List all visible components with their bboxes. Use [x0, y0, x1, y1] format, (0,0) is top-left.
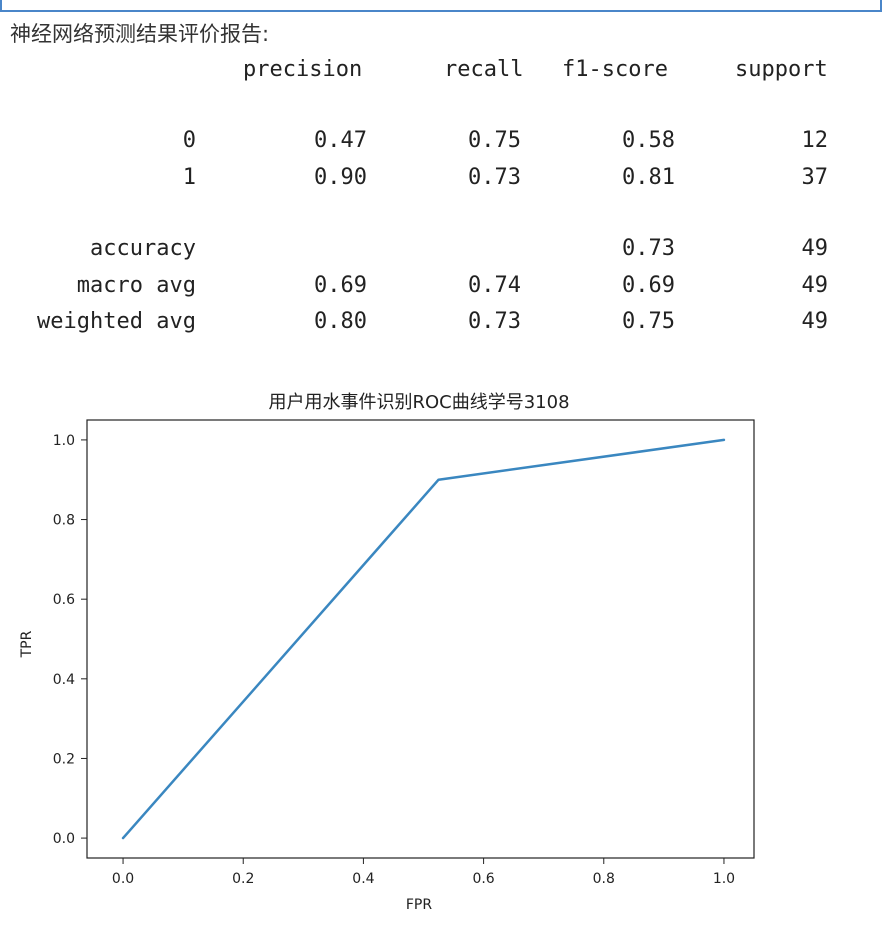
row-0-precision: 0.47: [314, 128, 367, 153]
weighted-avg-precision: 0.80: [314, 309, 367, 334]
macro-avg-precision: 0.69: [314, 273, 367, 298]
accuracy-f1-score: 0.73: [622, 236, 675, 261]
y-tick-label: 0.0: [53, 831, 75, 847]
row-1-support: 37: [801, 165, 829, 190]
x-tick-label: 0.4: [352, 871, 374, 887]
macro-avg-support: 49: [801, 273, 829, 298]
row-label-weighted-avg: weighted avg: [37, 309, 196, 334]
column-header-f1-score: f1-score: [562, 57, 668, 82]
row-1-f1-score: 0.81: [622, 165, 675, 190]
column-header-precision: precision: [243, 57, 363, 82]
plot-frame: [86, 419, 755, 859]
macro-avg-recall: 0.74: [468, 273, 521, 298]
roc-chart-svg: 用户用水事件识别ROC曲线学号3108 0.0 0.2 0.4 0.6 0.8 1.0 0…: [19, 392, 755, 913]
x-axis-ticks: 0.0 0.2 0.4 0.6 0.8 1.0: [112, 858, 735, 887]
weighted-avg-support: 49: [801, 309, 829, 334]
x-axis-label: FPR: [406, 897, 432, 913]
x-tick-label: 0.8: [593, 871, 615, 887]
classification-report-table: precision recall f1-score support 0 0.47…: [0, 0, 882, 360]
y-tick-label: 0.2: [53, 751, 75, 767]
x-tick-label: 0.6: [472, 871, 494, 887]
y-tick-label: 0.8: [53, 513, 75, 529]
chart-title: 用户用水事件识别ROC曲线学号3108: [268, 392, 569, 413]
window-frame-top-edge: [0, 0, 882, 12]
column-header-support: support: [735, 57, 828, 82]
x-tick-label: 0.2: [232, 871, 254, 887]
row-1-precision: 0.90: [314, 165, 367, 190]
y-tick-label: 0.4: [53, 672, 75, 688]
y-axis-ticks: 0.0 0.2 0.4 0.6 0.8 1.0: [53, 433, 87, 847]
y-tick-label: 1.0: [53, 433, 75, 449]
row-0-recall: 0.75: [468, 128, 521, 153]
weighted-avg-recall: 0.73: [468, 309, 521, 334]
row-label-0: 0: [182, 128, 196, 153]
row-label-accuracy: accuracy: [90, 236, 196, 261]
row-label-macro-avg: macro avg: [76, 273, 196, 298]
roc-chart: 用户用水事件识别ROC曲线学号3108 0.0 0.2 0.4 0.6 0.8 1.0 0…: [0, 380, 882, 937]
y-tick-label: 0.6: [53, 592, 75, 608]
x-tick-label: 0.0: [112, 871, 134, 887]
weighted-avg-f1-score: 0.75: [622, 309, 675, 334]
row-label-1: 1: [182, 165, 196, 190]
row-0-support: 12: [801, 128, 829, 153]
roc-curve-line: [121, 438, 726, 840]
x-tick-label: 1.0: [713, 871, 735, 887]
column-header-recall: recall: [444, 57, 524, 82]
accuracy-support: 49: [801, 236, 829, 261]
row-0-f1-score: 0.58: [622, 128, 675, 153]
row-1-recall: 0.73: [468, 165, 521, 190]
y-axis-label: TPR: [19, 630, 35, 658]
macro-avg-f1-score: 0.69: [622, 273, 675, 298]
roc-series-layer: [121, 438, 726, 840]
report-heading: 神经网络预测结果评价报告:: [10, 22, 270, 46]
